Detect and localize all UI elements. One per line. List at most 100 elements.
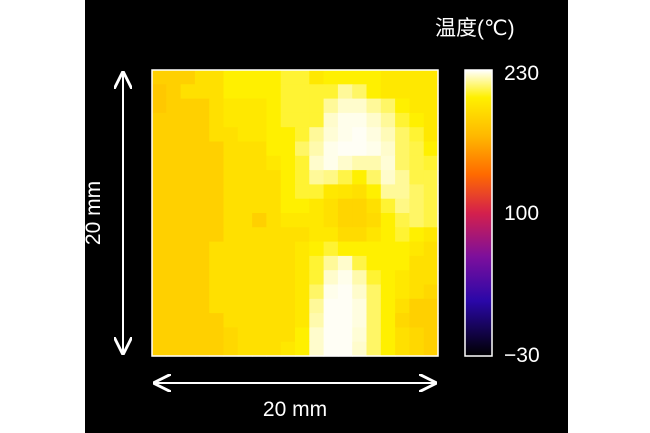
heatmap-cell — [295, 213, 310, 228]
heatmap-cell — [180, 112, 196, 128]
heatmap-cell — [152, 255, 167, 271]
heatmap-cell — [309, 141, 325, 157]
heatmap-cell — [409, 313, 425, 328]
heatmap-cell — [152, 227, 167, 243]
heatmap-cell — [266, 255, 282, 271]
heatmap-cell — [337, 313, 353, 328]
heatmap-cell — [323, 127, 339, 143]
heatmap-cell — [323, 341, 339, 357]
heatmap-cell — [309, 198, 325, 214]
heatmap-cell — [309, 327, 325, 343]
heatmap-cell — [280, 298, 296, 314]
heatmap-cell — [295, 170, 310, 185]
heatmap-cell — [152, 327, 167, 343]
heatmap-cell — [166, 298, 182, 314]
heatmap-cell — [323, 184, 339, 200]
heatmap-cell — [237, 112, 253, 128]
heatmap-cell — [352, 112, 368, 128]
heatmap-cell — [280, 112, 296, 128]
heatmap-cell — [352, 270, 368, 286]
heatmap-cell — [395, 141, 410, 157]
heatmap-cell — [237, 341, 253, 357]
heatmap-cell — [194, 313, 210, 328]
heatmap-cell — [266, 227, 282, 243]
heatmap-cell — [180, 227, 196, 243]
heatmap-cell — [152, 84, 167, 100]
heatmap-cell — [423, 313, 439, 328]
heatmap-cell — [166, 270, 182, 286]
heatmap-cell — [209, 313, 225, 328]
heatmap-cell — [280, 327, 296, 343]
heatmap-cell — [323, 155, 339, 171]
heatmap-cell — [194, 170, 210, 185]
heatmap-cell — [409, 284, 425, 300]
heatmap-cell — [352, 84, 368, 100]
heatmap-cell — [223, 127, 239, 143]
heatmap-cell — [423, 327, 439, 343]
heatmap-cell — [337, 170, 353, 185]
heatmap-cell — [309, 313, 325, 328]
heatmap-cell — [352, 255, 368, 271]
heatmap-cell — [166, 155, 182, 171]
heatmap-cell — [295, 255, 310, 271]
heatmap-cell — [337, 298, 353, 314]
heatmap-cell — [409, 327, 425, 343]
heatmap-cell — [309, 98, 325, 114]
heatmap-cell — [194, 270, 210, 286]
heatmap-cell — [237, 227, 253, 243]
heatmap-cell — [209, 155, 225, 171]
heatmap-cell — [280, 270, 296, 286]
heatmap-cell — [266, 141, 282, 157]
heatmap-cell — [295, 184, 310, 200]
heatmap-cell — [152, 141, 167, 157]
heatmap-cell — [380, 284, 396, 300]
heatmap-cell — [366, 298, 382, 314]
heatmap-cell — [323, 327, 339, 343]
heatmap-cell — [366, 84, 382, 100]
heatmap-cell — [166, 213, 182, 228]
heatmap-cell — [352, 327, 368, 343]
heatmap-cell — [352, 313, 368, 328]
heatmap-cell — [223, 170, 239, 185]
heatmap-cell — [209, 341, 225, 357]
heatmap-cell — [252, 155, 267, 171]
heatmap-cell — [209, 70, 225, 85]
heatmap-cell — [280, 227, 296, 243]
heatmap-cell — [366, 170, 382, 185]
heatmap-cell — [295, 241, 310, 257]
heatmap-cell — [237, 270, 253, 286]
heatmap-cell — [380, 184, 396, 200]
heatmap-cell — [423, 270, 439, 286]
heatmap-cell — [180, 141, 196, 157]
heatmap-cell — [423, 98, 439, 114]
heatmap-cell — [352, 198, 368, 214]
heatmap-cell — [252, 184, 267, 200]
heatmap-cell — [194, 112, 210, 128]
heatmap-cell — [352, 184, 368, 200]
heatmap-cell — [180, 127, 196, 143]
heatmap-cell — [209, 227, 225, 243]
heatmap-figure: 20 mm 20 mm 温度(℃) 230 100 −30 — [85, 0, 568, 433]
heatmap-cell — [223, 184, 239, 200]
heatmap-cell — [252, 298, 267, 314]
heatmap-cell — [409, 255, 425, 271]
heatmap-cell — [309, 184, 325, 200]
heatmap-cell — [266, 127, 282, 143]
heatmap-cell — [295, 284, 310, 300]
heatmap-cell — [366, 155, 382, 171]
heatmap-cell — [194, 70, 210, 85]
heatmap-cell — [180, 341, 196, 357]
heatmap-cell — [280, 127, 296, 143]
heatmap-cell — [380, 227, 396, 243]
heatmap-cell — [252, 284, 267, 300]
heatmap-cell — [395, 327, 410, 343]
heatmap-cell — [380, 313, 396, 328]
heatmap-cell — [209, 213, 225, 228]
heatmap-cell — [194, 84, 210, 100]
heatmap-cell — [309, 270, 325, 286]
colorbar-tick-min: −30 — [504, 344, 540, 367]
heatmap-cell — [423, 255, 439, 271]
heatmap-cell — [323, 98, 339, 114]
heatmap-cell — [280, 141, 296, 157]
heatmap-cell — [152, 70, 167, 85]
